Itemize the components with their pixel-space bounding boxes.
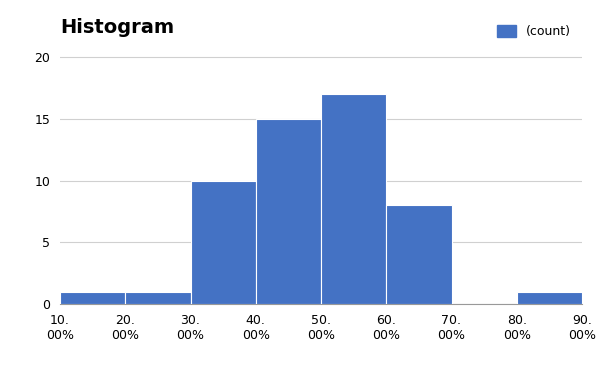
- Bar: [191, 181, 256, 304]
- Legend: (count): (count): [492, 20, 576, 43]
- Text: Histogram: Histogram: [60, 19, 174, 37]
- Bar: [60, 292, 125, 304]
- Bar: [321, 94, 386, 304]
- Bar: [256, 119, 321, 304]
- Bar: [125, 292, 191, 304]
- Bar: [517, 292, 582, 304]
- Bar: [386, 205, 452, 304]
